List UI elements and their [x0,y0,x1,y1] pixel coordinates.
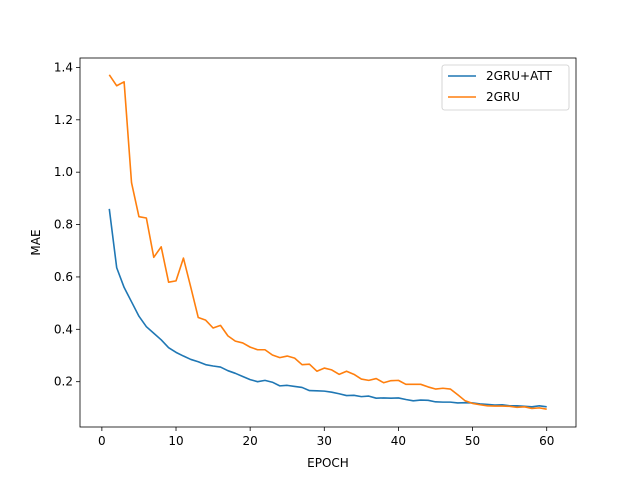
x-tick-label: 40 [391,434,406,448]
x-tick-label: 20 [243,434,258,448]
y-tick-label: 0.8 [54,218,73,232]
y-axis-ticks: 0.2 0.4 0.6 0.8 1.0 1.2 1.4 [54,60,80,389]
y-tick-label: 1.2 [54,113,73,127]
y-tick-label: 1.4 [54,60,73,74]
y-axis-label: MAE [29,229,43,255]
x-tick-label: 60 [539,434,554,448]
x-axis-label: EPOCH [307,456,349,470]
y-tick-label: 0.2 [54,375,73,389]
y-tick-label: 0.6 [54,270,73,284]
y-tick-label: 1.0 [54,165,73,179]
legend-label: 2GRU [486,90,520,104]
legend-label: 2GRU+ATT [486,69,553,83]
x-tick-label: 10 [168,434,183,448]
x-axis-ticks: 0 10 20 30 40 50 60 [98,427,554,448]
series-line-2gru [108,74,547,410]
x-tick-label: 30 [317,434,332,448]
legend: 2GRU+ATT 2GRU [441,64,570,111]
plot-frame [79,57,577,428]
x-tick-label: 50 [465,434,480,448]
y-tick-label: 0.4 [54,322,73,336]
series-lines [108,74,547,410]
x-tick-label: 0 [98,434,106,448]
